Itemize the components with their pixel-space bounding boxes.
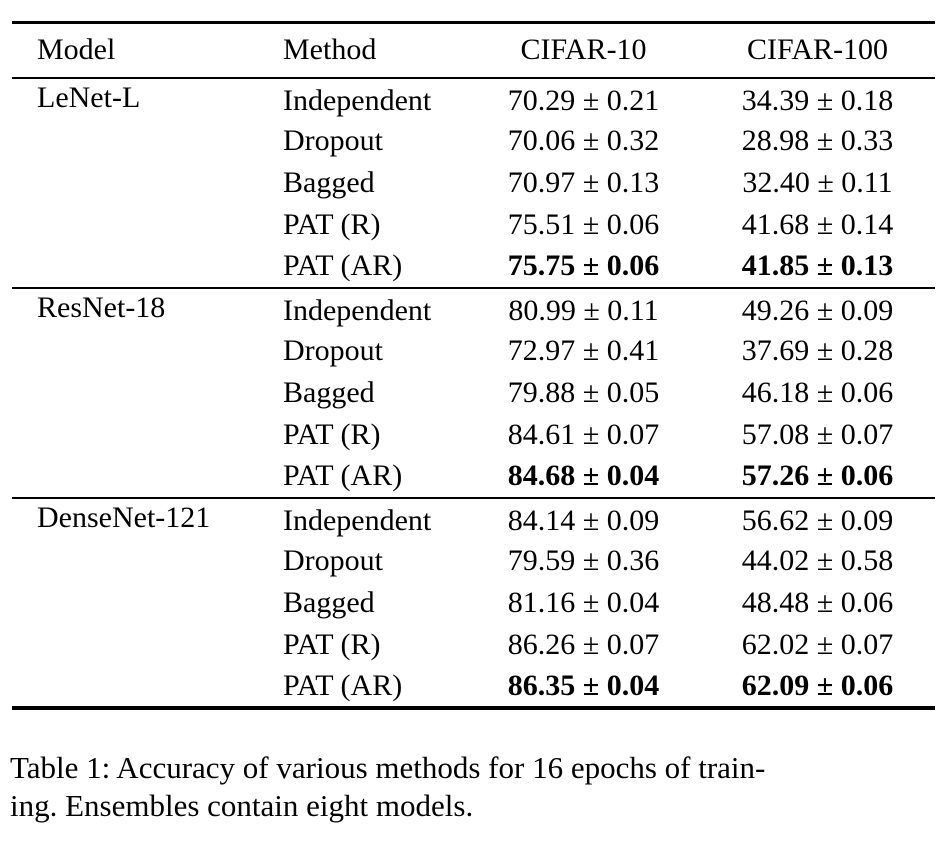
table-row: PAT (R) 86.26 ± 0.07 62.02 ± 0.07 bbox=[12, 624, 935, 666]
table-header: Model Method CIFAR-10 CIFAR-100 bbox=[12, 23, 935, 78]
cell-cifar100: 57.26 ± 0.06 bbox=[741, 459, 894, 492]
header-method: Method bbox=[283, 33, 377, 67]
model-name: DenseNet-121 bbox=[37, 500, 211, 534]
cell-method: PAT (R) bbox=[283, 207, 381, 241]
cell-cifar100: 41.68 ± 0.14 bbox=[741, 207, 894, 241]
cell-cifar100: 56.62 ± 0.09 bbox=[741, 504, 894, 537]
cell-method: PAT (R) bbox=[283, 417, 381, 451]
cell-method: Bagged bbox=[283, 375, 375, 409]
cell-cifar10: 70.06 ± 0.32 bbox=[507, 123, 660, 157]
cell-cifar10: 86.26 ± 0.07 bbox=[507, 627, 660, 661]
cell-method: Bagged bbox=[283, 165, 375, 199]
table-row: Dropout 72.97 ± 0.41 37.69 ± 0.28 bbox=[12, 330, 935, 372]
header-cifar10: CIFAR-10 bbox=[520, 33, 647, 67]
table-row: PAT (R) 84.61 ± 0.07 57.08 ± 0.07 bbox=[12, 414, 935, 456]
cell-method: Independent bbox=[283, 504, 432, 537]
model-name: ResNet-18 bbox=[37, 290, 166, 324]
table-row-best: PAT (AR) 84.68 ± 0.04 57.26 ± 0.06 bbox=[12, 456, 935, 498]
cell-cifar10: 84.68 ± 0.04 bbox=[507, 459, 660, 492]
cell-cifar100: 37.69 ± 0.28 bbox=[741, 333, 894, 367]
cell-cifar100: 34.39 ± 0.18 bbox=[741, 84, 894, 117]
cell-method: PAT (AR) bbox=[283, 249, 403, 282]
cell-method: PAT (AR) bbox=[283, 668, 403, 702]
cell-method: Dropout bbox=[283, 333, 383, 367]
group-densenet: DenseNet-121 Independent 84.14 ± 0.09 56… bbox=[12, 498, 935, 708]
cell-cifar10: 75.51 ± 0.06 bbox=[507, 207, 660, 241]
cell-cifar100: 44.02 ± 0.58 bbox=[741, 543, 894, 577]
cell-cifar10: 79.59 ± 0.36 bbox=[507, 543, 660, 577]
table-row: Bagged 81.16 ± 0.04 48.48 ± 0.06 bbox=[12, 582, 935, 624]
group-resnet: ResNet-18 Independent 80.99 ± 0.11 49.26… bbox=[12, 288, 935, 498]
table-row: LeNet-L Independent 70.29 ± 0.21 34.39 ±… bbox=[12, 78, 935, 120]
caption-line-2: ing. Ensembles contain eight models. bbox=[10, 787, 474, 823]
cell-cifar100: 41.85 ± 0.13 bbox=[741, 249, 894, 282]
table-row-best: PAT (AR) 75.75 ± 0.06 41.85 ± 0.13 bbox=[12, 246, 935, 288]
cell-method: Bagged bbox=[283, 585, 375, 619]
group-lenet: LeNet-L Independent 70.29 ± 0.21 34.39 ±… bbox=[12, 78, 935, 288]
cell-method: PAT (AR) bbox=[283, 459, 403, 492]
cell-cifar100: 28.98 ± 0.33 bbox=[741, 123, 894, 157]
table-row: ResNet-18 Independent 80.99 ± 0.11 49.26… bbox=[12, 288, 935, 330]
cell-cifar100: 46.18 ± 0.06 bbox=[741, 375, 894, 409]
table-row: Bagged 70.97 ± 0.13 32.40 ± 0.11 bbox=[12, 162, 935, 204]
cell-cifar10: 79.88 ± 0.05 bbox=[507, 375, 660, 409]
header-cifar100: CIFAR-100 bbox=[746, 33, 889, 67]
results-table: Model Method CIFAR-10 CIFAR-100 LeNet-L … bbox=[12, 21, 935, 710]
paper-page: Model Method CIFAR-10 CIFAR-100 LeNet-L … bbox=[0, 21, 946, 850]
cell-method: Independent bbox=[283, 84, 432, 117]
cell-method: PAT (R) bbox=[283, 627, 381, 661]
header-row: Model Method CIFAR-10 CIFAR-100 bbox=[12, 23, 935, 78]
cell-cifar10: 84.14 ± 0.09 bbox=[507, 504, 660, 537]
cell-cifar10: 86.35 ± 0.04 bbox=[507, 668, 660, 702]
cell-cifar10: 70.29 ± 0.21 bbox=[507, 84, 660, 117]
table-row-best: PAT (AR) 86.35 ± 0.04 62.09 ± 0.06 bbox=[12, 666, 935, 708]
table-row: Dropout 79.59 ± 0.36 44.02 ± 0.58 bbox=[12, 540, 935, 582]
header-model: Model bbox=[37, 33, 116, 67]
table-row: DenseNet-121 Independent 84.14 ± 0.09 56… bbox=[12, 498, 935, 540]
table-row: Bagged 79.88 ± 0.05 46.18 ± 0.06 bbox=[12, 372, 935, 414]
cell-cifar10: 84.61 ± 0.07 bbox=[507, 417, 660, 451]
caption-line-1: Table 1: Accuracy of various methods for… bbox=[10, 749, 766, 785]
cell-cifar100: 32.40 ± 0.11 bbox=[742, 165, 893, 199]
table-caption: Table 1: Accuracy of various methods for… bbox=[10, 749, 946, 825]
table-row: PAT (R) 75.51 ± 0.06 41.68 ± 0.14 bbox=[12, 204, 935, 246]
cell-cifar10: 72.97 ± 0.41 bbox=[507, 333, 660, 367]
cell-cifar100: 62.09 ± 0.06 bbox=[741, 668, 894, 702]
cell-cifar100: 62.02 ± 0.07 bbox=[741, 627, 894, 661]
cell-cifar10: 80.99 ± 0.11 bbox=[508, 294, 659, 327]
cell-method: Dropout bbox=[283, 543, 383, 577]
cell-cifar100: 48.48 ± 0.06 bbox=[741, 585, 894, 619]
table-row: Dropout 70.06 ± 0.32 28.98 ± 0.33 bbox=[12, 120, 935, 162]
cell-cifar100: 49.26 ± 0.09 bbox=[741, 294, 894, 327]
model-name: LeNet-L bbox=[37, 80, 141, 114]
cell-cifar10: 75.75 ± 0.06 bbox=[507, 249, 660, 282]
cell-cifar10: 70.97 ± 0.13 bbox=[507, 165, 660, 199]
cell-method: Independent bbox=[283, 294, 432, 327]
cell-method: Dropout bbox=[283, 123, 383, 157]
cell-cifar10: 81.16 ± 0.04 bbox=[507, 585, 660, 619]
cell-cifar100: 57.08 ± 0.07 bbox=[741, 417, 894, 451]
